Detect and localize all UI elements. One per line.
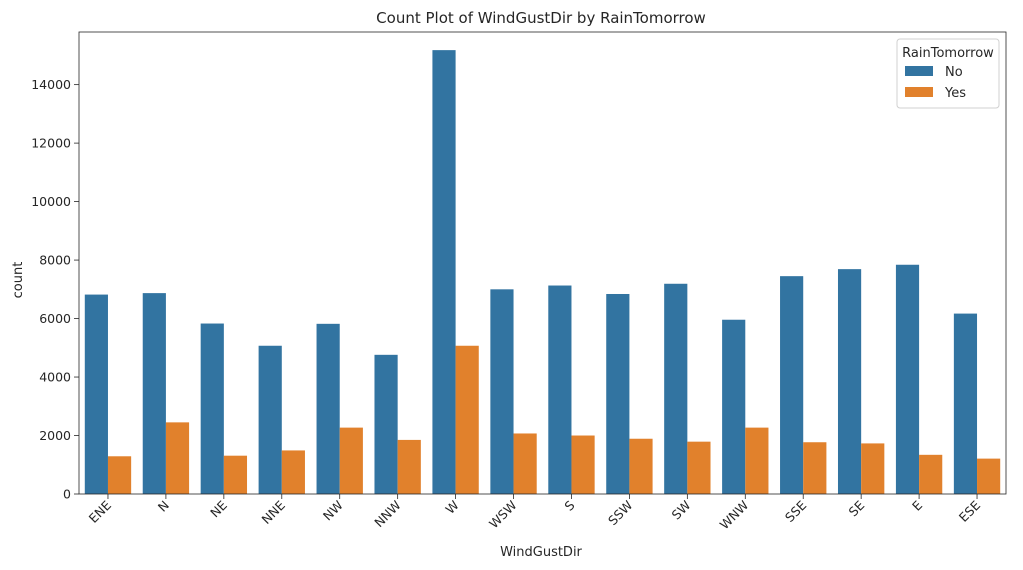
bar-se-no <box>837 269 862 494</box>
legend-label-no: No <box>945 65 963 80</box>
y-tick-label: 2000 <box>39 428 71 443</box>
bar-n-no <box>142 293 166 494</box>
x-axis-label: WindGustDir <box>500 545 582 560</box>
bar-ssw-yes <box>629 438 653 494</box>
x-tick-label: S <box>561 497 577 513</box>
y-tick-label: 10000 <box>31 194 71 209</box>
bar-sse-no <box>780 276 804 494</box>
bar-nnw-no <box>374 354 398 494</box>
x-axis: ENE N NE NNE NW NNW W WSW S SSW SW WNW SSE SE E ESE <box>86 494 983 533</box>
legend-swatch-no <box>905 66 933 76</box>
bar-ssw-no <box>606 293 630 494</box>
bar-w-yes <box>455 345 479 494</box>
y-tick-label: 12000 <box>31 136 71 151</box>
bar-wsw-no <box>490 289 514 494</box>
bar-w-no <box>432 50 456 494</box>
bar-ese-yes <box>977 458 1001 494</box>
bar-sse-yes <box>803 442 827 494</box>
bar-sw-no <box>664 283 688 494</box>
bar-se-yes <box>861 443 885 494</box>
x-tick-label: SSW <box>605 498 636 529</box>
y-tick-label: 8000 <box>39 253 71 268</box>
bar-nw-no <box>316 323 340 494</box>
y-tick-label: 6000 <box>39 311 71 326</box>
bar-ene-yes <box>107 456 132 494</box>
bar-sw-yes <box>687 441 711 494</box>
bar-nnw-yes <box>397 439 421 494</box>
y-tick-label: 14000 <box>31 77 71 92</box>
legend: RainTomorrow No Yes <box>896 38 1000 109</box>
x-tick-label: NW <box>320 498 346 524</box>
bar-ese-no <box>953 313 978 494</box>
bar-wsw-yes <box>513 433 537 494</box>
bars-group <box>84 50 1001 494</box>
x-tick-label: NE <box>207 497 230 520</box>
bar-ne-yes <box>223 455 248 494</box>
x-tick-label: NNW <box>371 498 404 531</box>
legend-title: RainTomorrow <box>902 46 994 61</box>
x-tick-label: ESE <box>956 497 983 524</box>
x-tick-label: WNW <box>717 498 752 533</box>
x-tick-label: SE <box>845 497 867 519</box>
bar-nne-no <box>258 345 282 494</box>
x-tick-label: WSW <box>486 498 520 532</box>
bar-nne-yes <box>281 450 305 494</box>
y-axis-label: count <box>11 262 26 299</box>
x-tick-label: SSE <box>782 497 809 524</box>
bar-nw-yes <box>339 427 363 494</box>
bar-ne-no <box>200 323 224 494</box>
y-axis: 0 2000 4000 6000 8000 10000 12000 14000 <box>31 77 79 502</box>
bar-n-yes <box>165 422 190 494</box>
x-tick-label: E <box>909 497 925 513</box>
bar-s-yes <box>571 435 595 494</box>
legend-label-yes: Yes <box>944 86 966 101</box>
x-tick-label: N <box>155 498 172 515</box>
plot-frame <box>78 31 1007 495</box>
bar-wnw-no <box>722 319 746 494</box>
y-tick-label: 4000 <box>39 370 71 385</box>
legend-swatch-yes <box>905 87 933 97</box>
bar-e-yes <box>919 454 943 494</box>
x-tick-label: ENE <box>86 497 114 525</box>
x-tick-label: W <box>442 498 461 517</box>
x-tick-label: NNE <box>258 497 287 526</box>
bar-s-no <box>548 285 572 494</box>
y-tick-label: 0 <box>63 487 71 502</box>
bar-e-no <box>895 264 920 494</box>
x-tick-label: SW <box>669 498 694 523</box>
bar-ene-no <box>84 294 108 494</box>
bar-wnw-yes <box>745 427 769 494</box>
chart-title: Count Plot of WindGustDir by RainTomorro… <box>376 9 706 27</box>
